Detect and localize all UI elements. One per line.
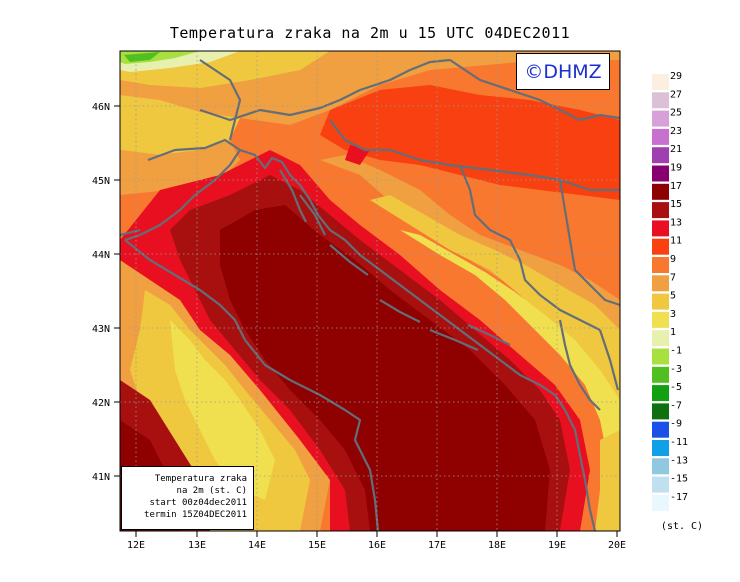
legend-label: 9 <box>670 254 676 265</box>
lat-label: 45N <box>92 176 110 187</box>
lat-label: 46N <box>92 102 110 113</box>
info-line: Temperatura zraka <box>154 474 247 484</box>
legend-swatch <box>652 220 669 237</box>
lon-label: 15E <box>308 540 326 551</box>
coastlines-borders <box>120 58 620 531</box>
legend-label: 29 <box>670 71 682 82</box>
legend-label: 25 <box>670 108 682 119</box>
legend-label: 11 <box>670 236 682 247</box>
lon-label: 14E <box>248 540 266 551</box>
legend-label: -1 <box>670 346 682 357</box>
lat-label: 44N <box>92 250 110 261</box>
info-line: na 2m (st. C) <box>176 486 247 496</box>
legend-swatch <box>652 330 669 347</box>
lon-label: 20E <box>608 540 626 551</box>
legend-swatch <box>652 202 669 219</box>
legend-label: -5 <box>670 382 682 393</box>
legend-swatch <box>652 238 669 255</box>
lat-label: 43N <box>92 324 110 335</box>
legend-swatch <box>652 183 669 200</box>
info-line: start 00z04dec2011 <box>149 498 247 508</box>
legend-label: 23 <box>670 126 682 137</box>
graticule <box>120 51 620 531</box>
legend-swatch <box>652 128 669 145</box>
legend-swatch <box>652 494 669 511</box>
legend-swatch <box>652 403 669 420</box>
longitude-labels: 12E 13E 14E 15E 16E 17E 18E 19E 20E <box>127 540 626 551</box>
legend-swatch <box>652 275 669 292</box>
legend-swatch <box>652 476 669 493</box>
legend-label: -9 <box>670 419 682 430</box>
legend-swatch <box>652 165 669 182</box>
legend-swatch <box>652 110 669 127</box>
lat-label: 42N <box>92 398 110 409</box>
lon-label: 12E <box>127 540 145 551</box>
legend-swatch <box>652 348 669 365</box>
legend-label: 3 <box>670 309 676 320</box>
legend-label: 7 <box>670 272 676 283</box>
map-frame <box>119 50 621 532</box>
map-title: Temperatura zraka na 2m u 15 UTC 04DEC20… <box>169 24 571 42</box>
legend-label: 5 <box>670 291 676 302</box>
legend-swatch <box>652 92 669 109</box>
legend-label: -13 <box>670 455 688 466</box>
lon-label: 19E <box>548 540 566 551</box>
lat-label: 41N <box>92 472 110 483</box>
legend-swatch <box>652 440 669 456</box>
legend-label: 1 <box>670 327 676 338</box>
lon-label: 17E <box>428 540 446 551</box>
legend-swatch <box>652 311 669 328</box>
legend-swatch <box>652 366 669 383</box>
lon-label: 13E <box>188 540 206 551</box>
legend-label: 27 <box>670 89 682 100</box>
legend-unit: (st. C) <box>661 521 703 532</box>
axis-ticks <box>114 105 618 537</box>
legend-swatch <box>652 421 669 438</box>
legend-label: 17 <box>670 181 682 192</box>
temperature-field <box>120 51 620 531</box>
lon-label: 16E <box>368 540 386 551</box>
latitude-labels: 46N 45N 44N 43N 42N 41N <box>92 102 110 483</box>
lon-label: 18E <box>488 540 506 551</box>
legend-swatch <box>652 293 669 310</box>
legend-swatch <box>652 147 669 164</box>
info-box: Temperatura zraka na 2m (st. C) start 00… <box>121 466 254 530</box>
copyright-badge: ©DHMZ <box>516 53 610 90</box>
legend-swatch <box>652 385 669 402</box>
legend-label: 13 <box>670 217 682 228</box>
legend-label: 15 <box>670 199 682 210</box>
legend-label: 19 <box>670 163 682 174</box>
legend-label: -3 <box>670 364 682 375</box>
info-line: termin 15Z04DEC2011 <box>144 510 247 520</box>
legend-label: 21 <box>670 144 682 155</box>
legend-label: -11 <box>670 437 688 448</box>
legend-label: -7 <box>670 400 682 411</box>
legend-swatch <box>652 458 669 475</box>
legend-label: -17 <box>670 492 688 503</box>
color-legend: 29 27 25 23 21 19 17 15 13 11 9 7 5 3 1 -1 -3 -5 -7 -9 -11 -1… <box>652 71 688 511</box>
legend-swatch <box>652 257 669 273</box>
legend-label: -15 <box>670 474 688 485</box>
legend-swatch <box>652 74 669 90</box>
